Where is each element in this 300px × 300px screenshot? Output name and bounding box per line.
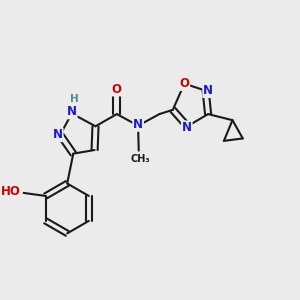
Text: N: N bbox=[53, 128, 63, 141]
Text: N: N bbox=[67, 106, 77, 118]
Text: O: O bbox=[179, 77, 189, 90]
Text: CH₃: CH₃ bbox=[130, 154, 150, 164]
Text: O: O bbox=[112, 82, 122, 96]
Text: HO: HO bbox=[2, 185, 21, 199]
Text: H: H bbox=[70, 94, 79, 104]
Text: N: N bbox=[203, 84, 213, 97]
Text: N: N bbox=[182, 121, 192, 134]
Text: N: N bbox=[133, 118, 143, 131]
